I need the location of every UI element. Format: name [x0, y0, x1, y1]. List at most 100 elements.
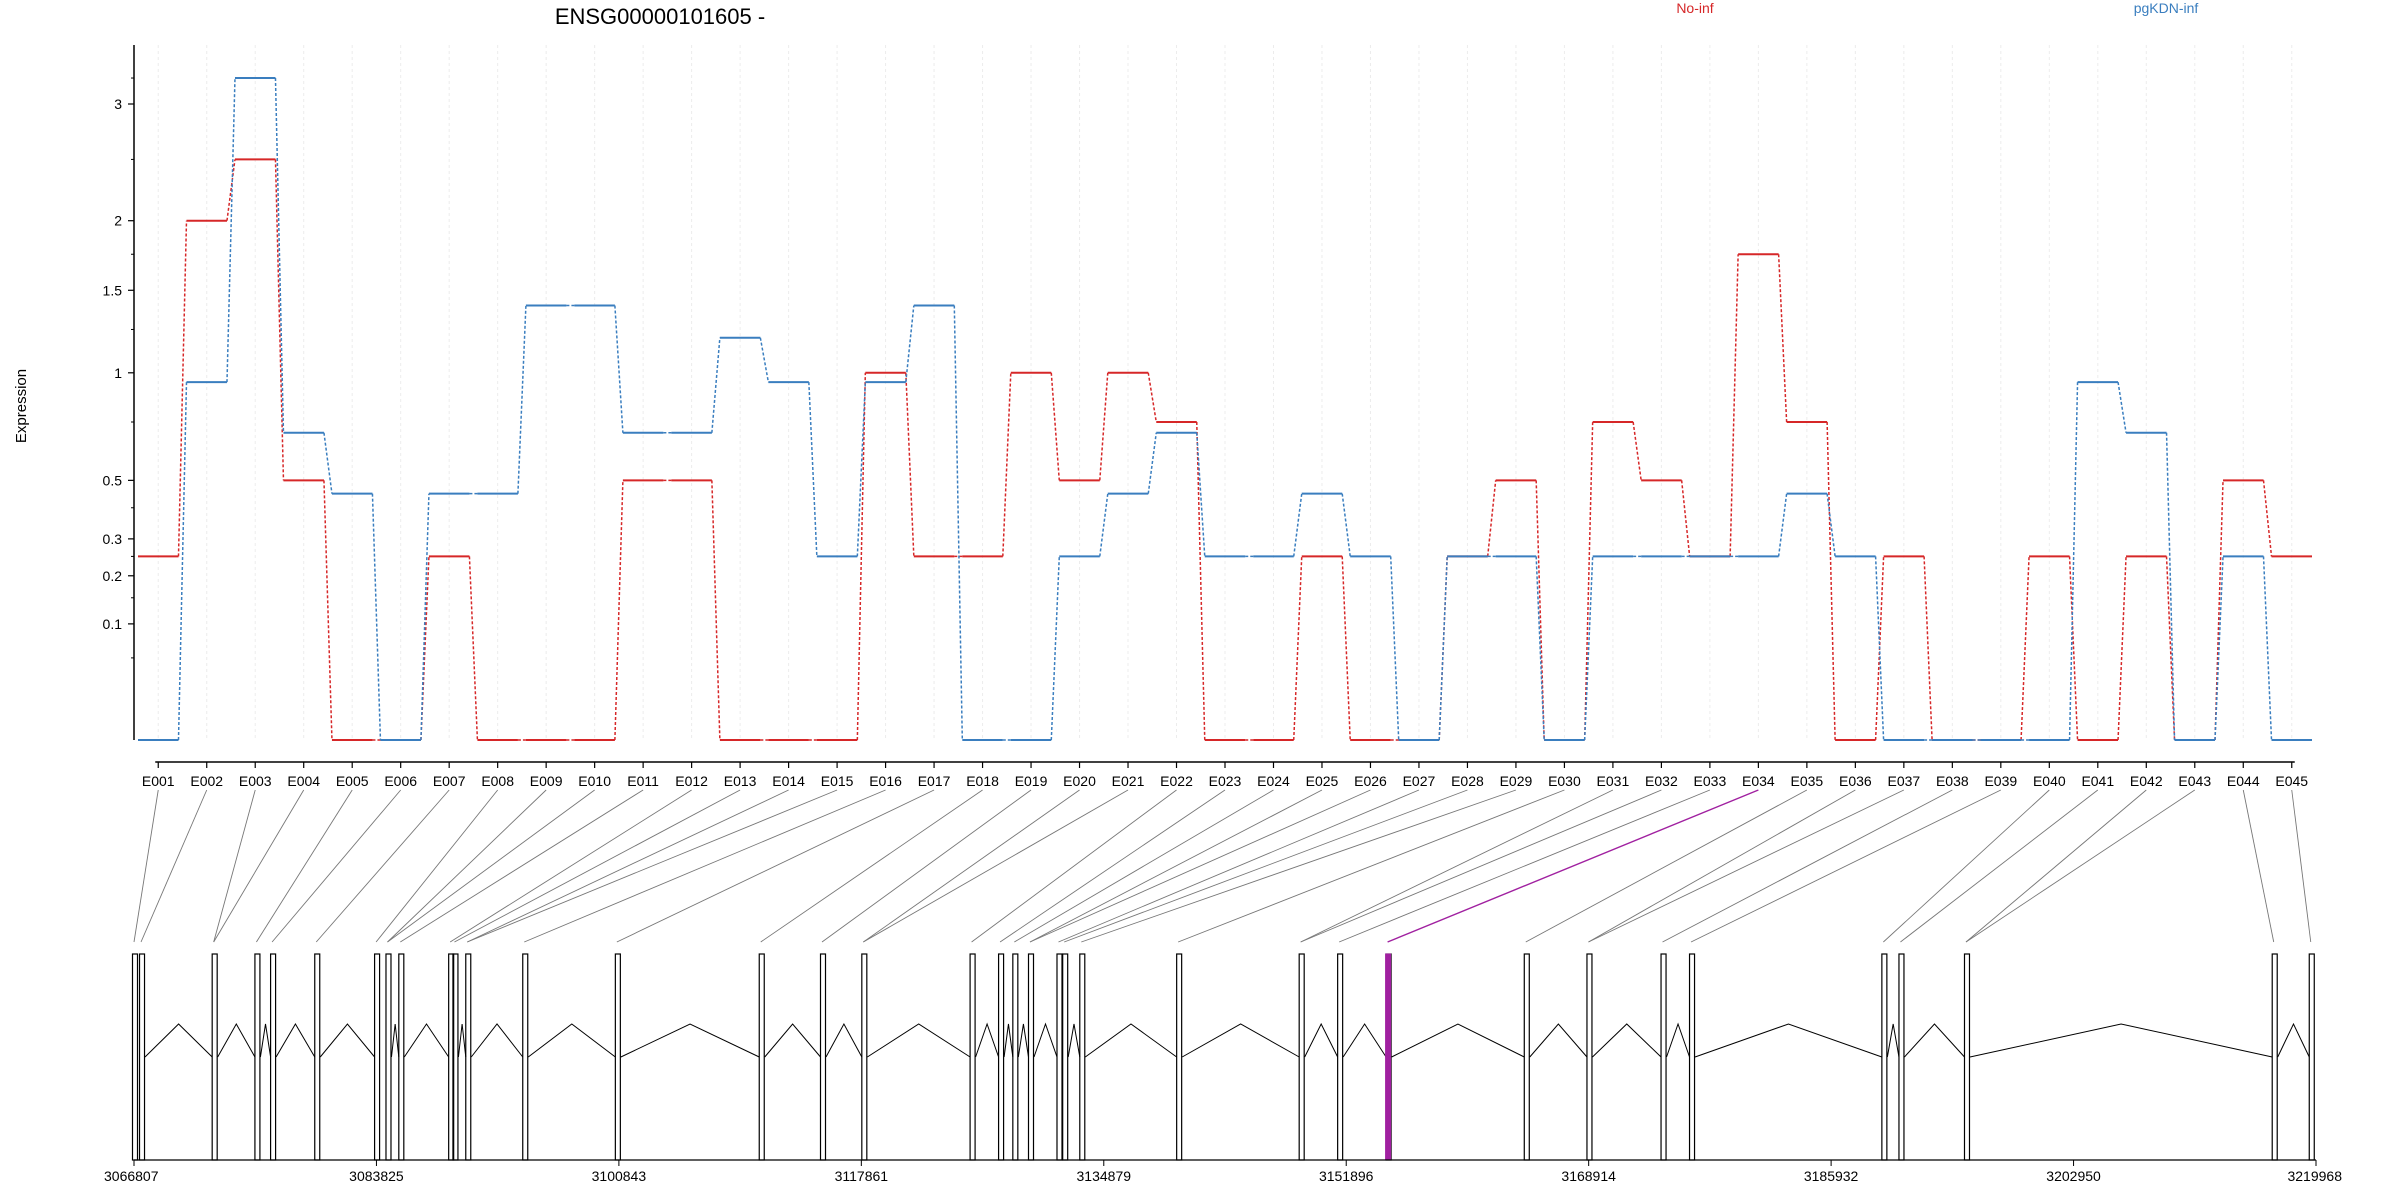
series-connector [1632, 421, 1642, 481]
exon-box [1027, 953, 1035, 1161]
exon-connector [449, 789, 692, 943]
x-tick-label: E032 [1645, 773, 1678, 789]
legend-no-inf: No-inf [1676, 0, 1713, 16]
intron [1904, 1023, 1965, 1058]
series-connector [420, 493, 430, 741]
exon-connector [387, 789, 595, 943]
exon-box [2271, 953, 2278, 1161]
x-tick-label: E022 [1160, 773, 1193, 789]
exon-connector [271, 789, 402, 943]
y-axis: 0.1 0.2 0.3 0.5 1 1.5 2 3 [103, 45, 135, 740]
series-connector [759, 337, 770, 383]
genomic-tick-label: 3100843 [592, 1168, 647, 1184]
series-connector [468, 556, 479, 741]
exon-connector [133, 789, 159, 943]
genomic-tick-label: 3117861 [835, 1168, 889, 1184]
series-connector [2262, 556, 2273, 741]
exon-connector [213, 789, 305, 943]
x-tick-label: E045 [2275, 773, 2308, 789]
genomic-tick-label: 3202950 [2046, 1168, 2101, 1184]
exon-box [1176, 953, 1183, 1161]
exon-box [1586, 953, 1593, 1161]
exon-box [1881, 953, 1888, 1161]
exon-connector [616, 789, 935, 943]
x-tick-label: E001 [142, 773, 175, 789]
x-tick-label: E038 [1936, 773, 1969, 789]
series-connector [711, 480, 721, 741]
exon-connector [1300, 789, 1662, 943]
exon-connector [315, 789, 450, 943]
x-tick-label: E004 [287, 773, 320, 789]
exon-box [1963, 953, 1971, 1161]
x-tick-label: E026 [1354, 773, 1387, 789]
exon-connector [1064, 789, 1468, 943]
x-tick-label: E017 [918, 773, 951, 789]
x-tick-label: E007 [433, 773, 466, 789]
series-connector [2117, 381, 2127, 433]
exon-box [269, 953, 277, 1161]
x-tick-label: E030 [1548, 773, 1581, 789]
x-tick-label: E023 [1209, 773, 1242, 789]
series-connector [1583, 556, 1594, 741]
intron [1592, 1023, 1662, 1058]
exon-connectors [133, 789, 2312, 943]
series-connector [1147, 432, 1158, 494]
exon-box [1660, 953, 1667, 1161]
exon-box [522, 953, 529, 1161]
exon-box [1898, 953, 1905, 1161]
x-tick-label: E035 [1791, 773, 1824, 789]
exon-connector [1588, 789, 1905, 943]
series-connector [2068, 556, 2079, 741]
x-tick-label: E006 [384, 773, 417, 789]
series-connector [371, 493, 382, 741]
intron [1391, 1023, 1525, 1058]
exon-box [254, 953, 261, 1161]
x-tick-label: E024 [1257, 773, 1290, 789]
x-tick-label: E015 [821, 773, 854, 789]
series-connector [1196, 432, 1206, 557]
series-connector [2214, 556, 2224, 741]
series-connector [1729, 254, 1739, 557]
exon-box [314, 953, 321, 1161]
y-tick-label: 1 [114, 365, 122, 381]
x-tick-label: E044 [2227, 773, 2260, 789]
series-connector [1341, 556, 1351, 741]
y-tick-label: 2 [114, 213, 122, 229]
exon-box [819, 953, 827, 1161]
x-tick-label: E009 [530, 773, 563, 789]
x-tick-label: E037 [1887, 773, 1920, 789]
exon-box [398, 953, 405, 1161]
exon-connector [1014, 789, 1274, 943]
intron [1529, 1023, 1588, 1058]
exon-box [1056, 953, 1063, 1161]
intron [275, 1023, 316, 1058]
exon-connector [1178, 789, 1565, 943]
series-connector [2214, 480, 2224, 741]
exon-connector [971, 789, 1177, 943]
exon-box [2308, 953, 2315, 1161]
series-connector [1050, 556, 1061, 741]
series-connector [2165, 556, 2176, 741]
exon-connector [400, 789, 644, 943]
exon-box [1688, 953, 1696, 1161]
exon-box [1062, 953, 1069, 1161]
exon-connector [467, 789, 838, 943]
intron [867, 1023, 971, 1058]
exon-connector [1029, 789, 1371, 943]
intron [259, 1023, 272, 1058]
exon-box [373, 953, 381, 1161]
exon-box [997, 953, 1005, 1161]
series-connector [614, 480, 624, 741]
series-connector [2165, 432, 2176, 741]
series-connector [1292, 556, 1303, 741]
genomic-tick-label: 3185932 [1804, 1168, 1859, 1184]
exon-connector [467, 789, 789, 943]
intron [527, 1023, 616, 1058]
series-connector [808, 382, 818, 557]
x-tick-label: E011 [627, 773, 659, 789]
exon-connector [1690, 789, 2002, 943]
series-connector [905, 372, 915, 557]
series-connector [226, 159, 236, 221]
exon-box [385, 953, 392, 1161]
x-tick-label: E019 [1015, 773, 1048, 789]
